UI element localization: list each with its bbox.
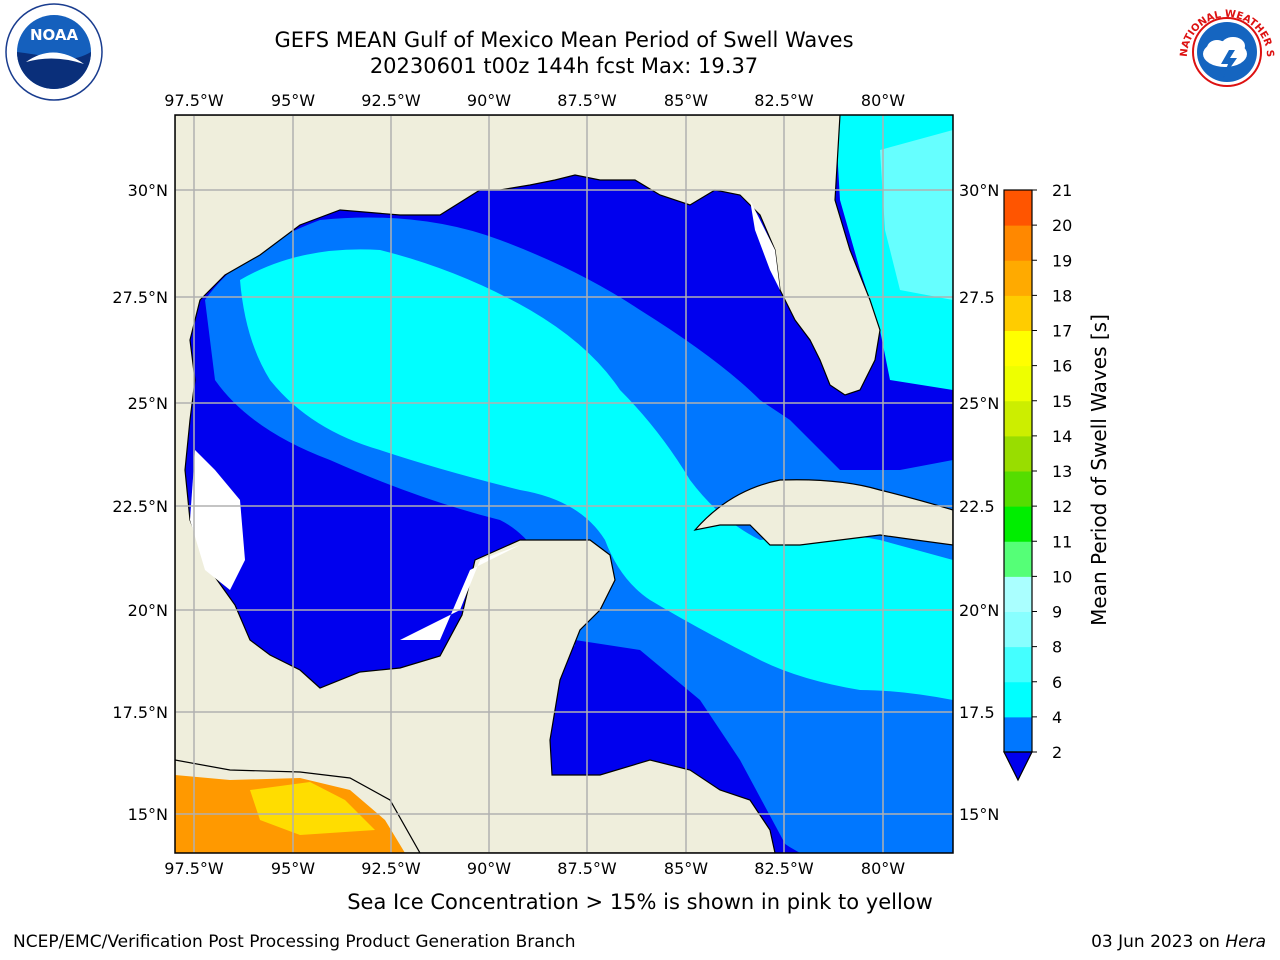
colorbar-label: Mean Period of Swell Waves [s] (1087, 314, 1111, 626)
colorbar-tick-label: 14 (1052, 427, 1072, 446)
no-data-florida-bay (750, 200, 780, 290)
lat-tick-label: 20°N (128, 601, 168, 620)
lon-labels-bottom: 97.5°W 95°W 92.5°W 90°W 87.5°W 85°W 82.5°W 80°W (164, 859, 905, 878)
colorbar-swatch (1004, 576, 1032, 612)
colorbar-swatch (1004, 435, 1032, 472)
lon-tick-label: 90°W (467, 859, 511, 878)
lon-tick-label: 92.5°W (361, 859, 421, 878)
colorbar-swatch (1004, 716, 1032, 753)
lon-tick-label: 97.5°W (164, 859, 224, 878)
lon-tick-label: 90°W (467, 91, 511, 110)
lat-tick-label: 25°N (959, 394, 999, 413)
lon-tick-label: 82.5°W (754, 859, 814, 878)
footer-date: 03 Jun 2023 on Hera (1091, 932, 1266, 952)
colorbar-tick-label: 6 (1052, 673, 1062, 692)
lon-tick-label: 92.5°W (361, 91, 421, 110)
colorbar-tick-label: 20 (1052, 216, 1072, 235)
colorbar-tick-label: 13 (1052, 462, 1072, 481)
lon-tick-label: 85°W (664, 91, 708, 110)
lon-tick-label: 87.5°W (557, 859, 617, 878)
map-gridlines (175, 115, 953, 853)
colorbar-tick-label: 4 (1052, 708, 1062, 727)
lon-tick-label: 97.5°W (164, 91, 224, 110)
lon-tick-label: 85°W (664, 859, 708, 878)
chart-subtitle: 20230601 t00z 144h fcst Max: 19.37 (369, 54, 759, 78)
lat-tick-label: 30°N (959, 181, 999, 200)
lat-tick-label: 30°N (128, 181, 168, 200)
colorbar-swatch (1004, 260, 1032, 296)
lon-tick-label: 95°W (271, 859, 315, 878)
swell-band-cyan (240, 249, 953, 700)
colorbar-tick-label: 8 (1052, 638, 1062, 657)
colorbar-tick-label: 11 (1052, 532, 1072, 551)
colorbar-tick-label: 16 (1052, 357, 1072, 376)
footer-host: Hera (1225, 932, 1266, 952)
lat-tick-label: 22.5 (959, 497, 995, 516)
colorbar-extend-arrow (1003, 751, 1033, 782)
lat-tick-label: 27.5 (959, 288, 995, 307)
atlantic-light-cyan (880, 130, 953, 300)
sea-ice-note: Sea Ice Concentration > 15% is shown in … (347, 890, 933, 914)
colorbar-tick-label: 19 (1052, 251, 1072, 270)
nws-logo: NATIONAL WEATHER SERVICE (1177, 2, 1275, 100)
colorbar-tick-label: 21 (1052, 181, 1072, 200)
colorbar-swatch (1004, 330, 1032, 367)
no-data-mexico-coast (190, 450, 245, 590)
sea-ice-overlay-yellow (250, 782, 375, 835)
land-cuba (693, 479, 953, 546)
colorbar-swatch (1004, 681, 1032, 718)
colorbar-tick-label: 17 (1052, 322, 1072, 341)
map-frame (174, 114, 954, 854)
lon-tick-label: 82.5°W (754, 91, 814, 110)
colorbar-tick-label: 2 (1052, 743, 1062, 762)
colorbar-swatch (1004, 295, 1032, 331)
colorbar-tick-label: 10 (1052, 567, 1072, 586)
lon-labels-top: 97.5°W 95°W 92.5°W 90°W 87.5°W 85°W 82.5°W 80°W (164, 91, 905, 110)
colorbar-swatch (1004, 400, 1032, 437)
lat-labels-right: 30°N 27.5 25°N 22.5 20°N 17.5 15°N (959, 181, 999, 824)
lat-tick-label: 17.5 (959, 703, 995, 722)
lat-labels-left: 30°N 27.5°N 25°N 22.5°N 20°N 17.5°N 15°N (112, 181, 168, 824)
lat-tick-label: 27.5°N (112, 288, 168, 307)
colorbar-tick-label: 18 (1052, 286, 1072, 305)
lat-tick-label: 15°N (959, 805, 999, 824)
noaa-logo: NOAA (5, 3, 103, 101)
colorbar-swatch (1004, 365, 1032, 402)
noaa-logo-text: NOAA (30, 26, 79, 44)
lon-tick-label: 80°W (861, 91, 905, 110)
chart-title: GEFS MEAN Gulf of Mexico Mean Period of … (274, 28, 854, 52)
lon-tick-label: 80°W (861, 859, 905, 878)
colorbar-swatch (1004, 541, 1032, 577)
lat-tick-label: 20°N (959, 601, 999, 620)
lat-tick-label: 25°N (128, 394, 168, 413)
colorbar-tick-label: 12 (1052, 497, 1072, 516)
lon-tick-label: 87.5°W (557, 91, 617, 110)
map-area (175, 115, 953, 853)
footer-credit: NCEP/EMC/Verification Post Processing Pr… (13, 932, 576, 952)
colorbar-swatch (1004, 506, 1032, 542)
colorbar: 2 4 6 8 9 10 11 12 13 14 15 16 17 18 19 20 21 (1003, 181, 1072, 782)
colorbar-swatch (1004, 646, 1032, 683)
colorbar-swatch (1004, 190, 1032, 226)
lat-tick-label: 15°N (128, 805, 168, 824)
lat-tick-label: 22.5°N (112, 497, 168, 516)
colorbar-swatch (1004, 471, 1032, 507)
lat-tick-label: 17.5°N (112, 703, 168, 722)
colorbar-swatch (1004, 225, 1032, 261)
colorbar-tick-label: 15 (1052, 392, 1072, 411)
colorbar-tick-label: 9 (1052, 603, 1062, 622)
colorbar-swatch (1004, 611, 1032, 648)
lon-tick-label: 95°W (271, 91, 315, 110)
